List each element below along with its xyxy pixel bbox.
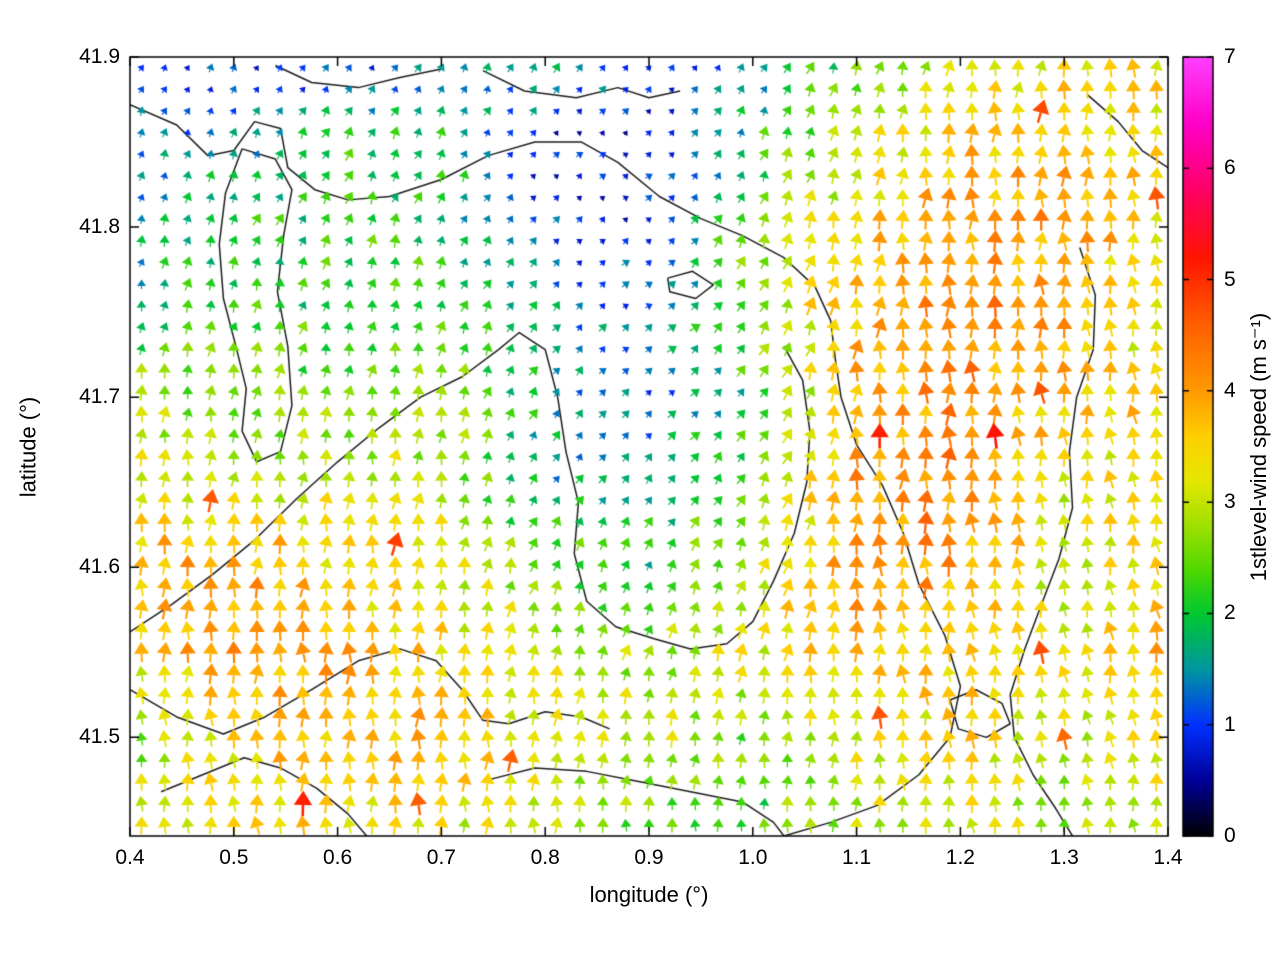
colorbar-tick-label: 4 [1224, 378, 1236, 402]
y-axis-title-box: latitude (°) [10, 57, 46, 836]
y-tick-label: 41.9 [79, 45, 120, 68]
y-tick-label: 41.6 [79, 555, 120, 579]
x-tick-label: 1.0 [738, 846, 768, 869]
x-tick-label: 1.1 [841, 846, 872, 869]
colorbar-tick-label: 6 [1224, 156, 1236, 180]
colorbar-tick-label: 2 [1224, 601, 1236, 625]
colorbar-tick-label: 7 [1224, 45, 1236, 68]
colorbar-tick-label: 1 [1224, 712, 1236, 736]
x-tick-label: 0.9 [634, 846, 664, 869]
colorbar-tick-label: 3 [1224, 490, 1236, 514]
y-axis-title: latitude (°) [15, 396, 41, 497]
y-tick-label: 41.8 [79, 215, 120, 239]
x-tick-label: 0.7 [426, 846, 456, 869]
x-tick-label: 0.4 [115, 846, 145, 869]
x-tick-label: 0.8 [530, 846, 560, 869]
x-tick-label: 1.3 [1049, 846, 1079, 869]
x-tick-label: 0.5 [219, 846, 249, 869]
y-tick-label: 41.5 [79, 725, 120, 749]
x-tick-label: 1.2 [945, 846, 975, 869]
x-axis-title: longitude (°) [589, 882, 709, 907]
colorbar-title: 1stlevel-wind speed (m s⁻¹) [1246, 312, 1271, 581]
y-tick-label: 41.7 [79, 385, 120, 409]
colorbar-tick-label: 5 [1224, 267, 1236, 291]
colorbar-tick-label: 0 [1224, 824, 1236, 847]
x-tick-label: 0.6 [322, 846, 353, 869]
x-tick-label: 1.4 [1153, 846, 1183, 869]
